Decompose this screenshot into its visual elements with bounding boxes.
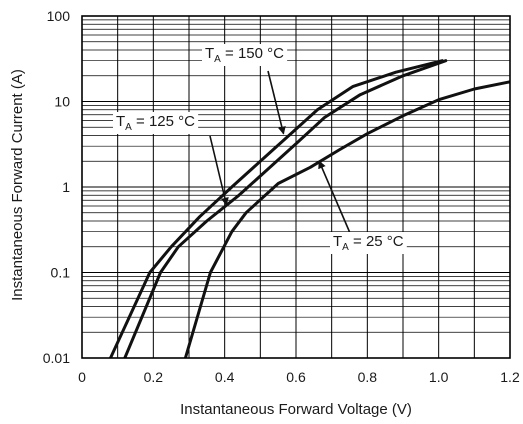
x-tick-label: 1.0 bbox=[429, 369, 449, 385]
x-tick-label: 0.4 bbox=[215, 369, 235, 385]
plot-frame bbox=[81, 15, 511, 359]
x-axis-title: Instantaneous Forward Voltage (V) bbox=[180, 401, 412, 418]
series-lines bbox=[109, 59, 510, 358]
annotations: TA = 150 °C TA = 125 °C TA = 25 °C bbox=[113, 44, 407, 254]
grid bbox=[81, 15, 511, 359]
series-line bbox=[123, 59, 448, 358]
y-tick-label: 0.01 bbox=[43, 350, 70, 366]
annotation-label: TA = 150 °C bbox=[205, 45, 284, 65]
annotation: TA = 25 °C bbox=[318, 160, 407, 254]
x-tick-label: 0 bbox=[78, 369, 86, 385]
tick-labels: 0 0.2 0.4 0.6 0.8 1.0 1.2 0.01 0.1 1 10 100 bbox=[43, 8, 520, 385]
x-tick-label: 0.2 bbox=[144, 369, 164, 385]
annotation-label: TA = 125 °C bbox=[116, 113, 195, 133]
annotation-label: TA = 25 °C bbox=[333, 233, 404, 253]
annotation-box bbox=[330, 232, 407, 254]
series-line bbox=[109, 59, 444, 358]
annotation: TA = 150 °C bbox=[202, 44, 288, 135]
annotation-arrow bbox=[267, 70, 286, 135]
annotation-box bbox=[113, 112, 199, 134]
annotation: TA = 125 °C bbox=[113, 112, 229, 206]
y-tick-label: 1 bbox=[62, 179, 70, 195]
x-tick-label: 1.2 bbox=[500, 369, 520, 385]
y-axis-title: Instantaneous Forward Current (A) bbox=[9, 69, 26, 301]
annotation-box bbox=[202, 44, 288, 66]
series-line bbox=[183, 80, 510, 358]
annotation-arrow bbox=[318, 160, 351, 234]
y-tick-label: 10 bbox=[54, 94, 70, 110]
x-tick-label: 0.8 bbox=[358, 369, 378, 385]
annotation-arrow bbox=[209, 135, 229, 206]
y-tick-label: 0.1 bbox=[51, 265, 71, 281]
y-tick-label: 100 bbox=[47, 8, 71, 24]
x-tick-label: 0.6 bbox=[286, 369, 306, 385]
